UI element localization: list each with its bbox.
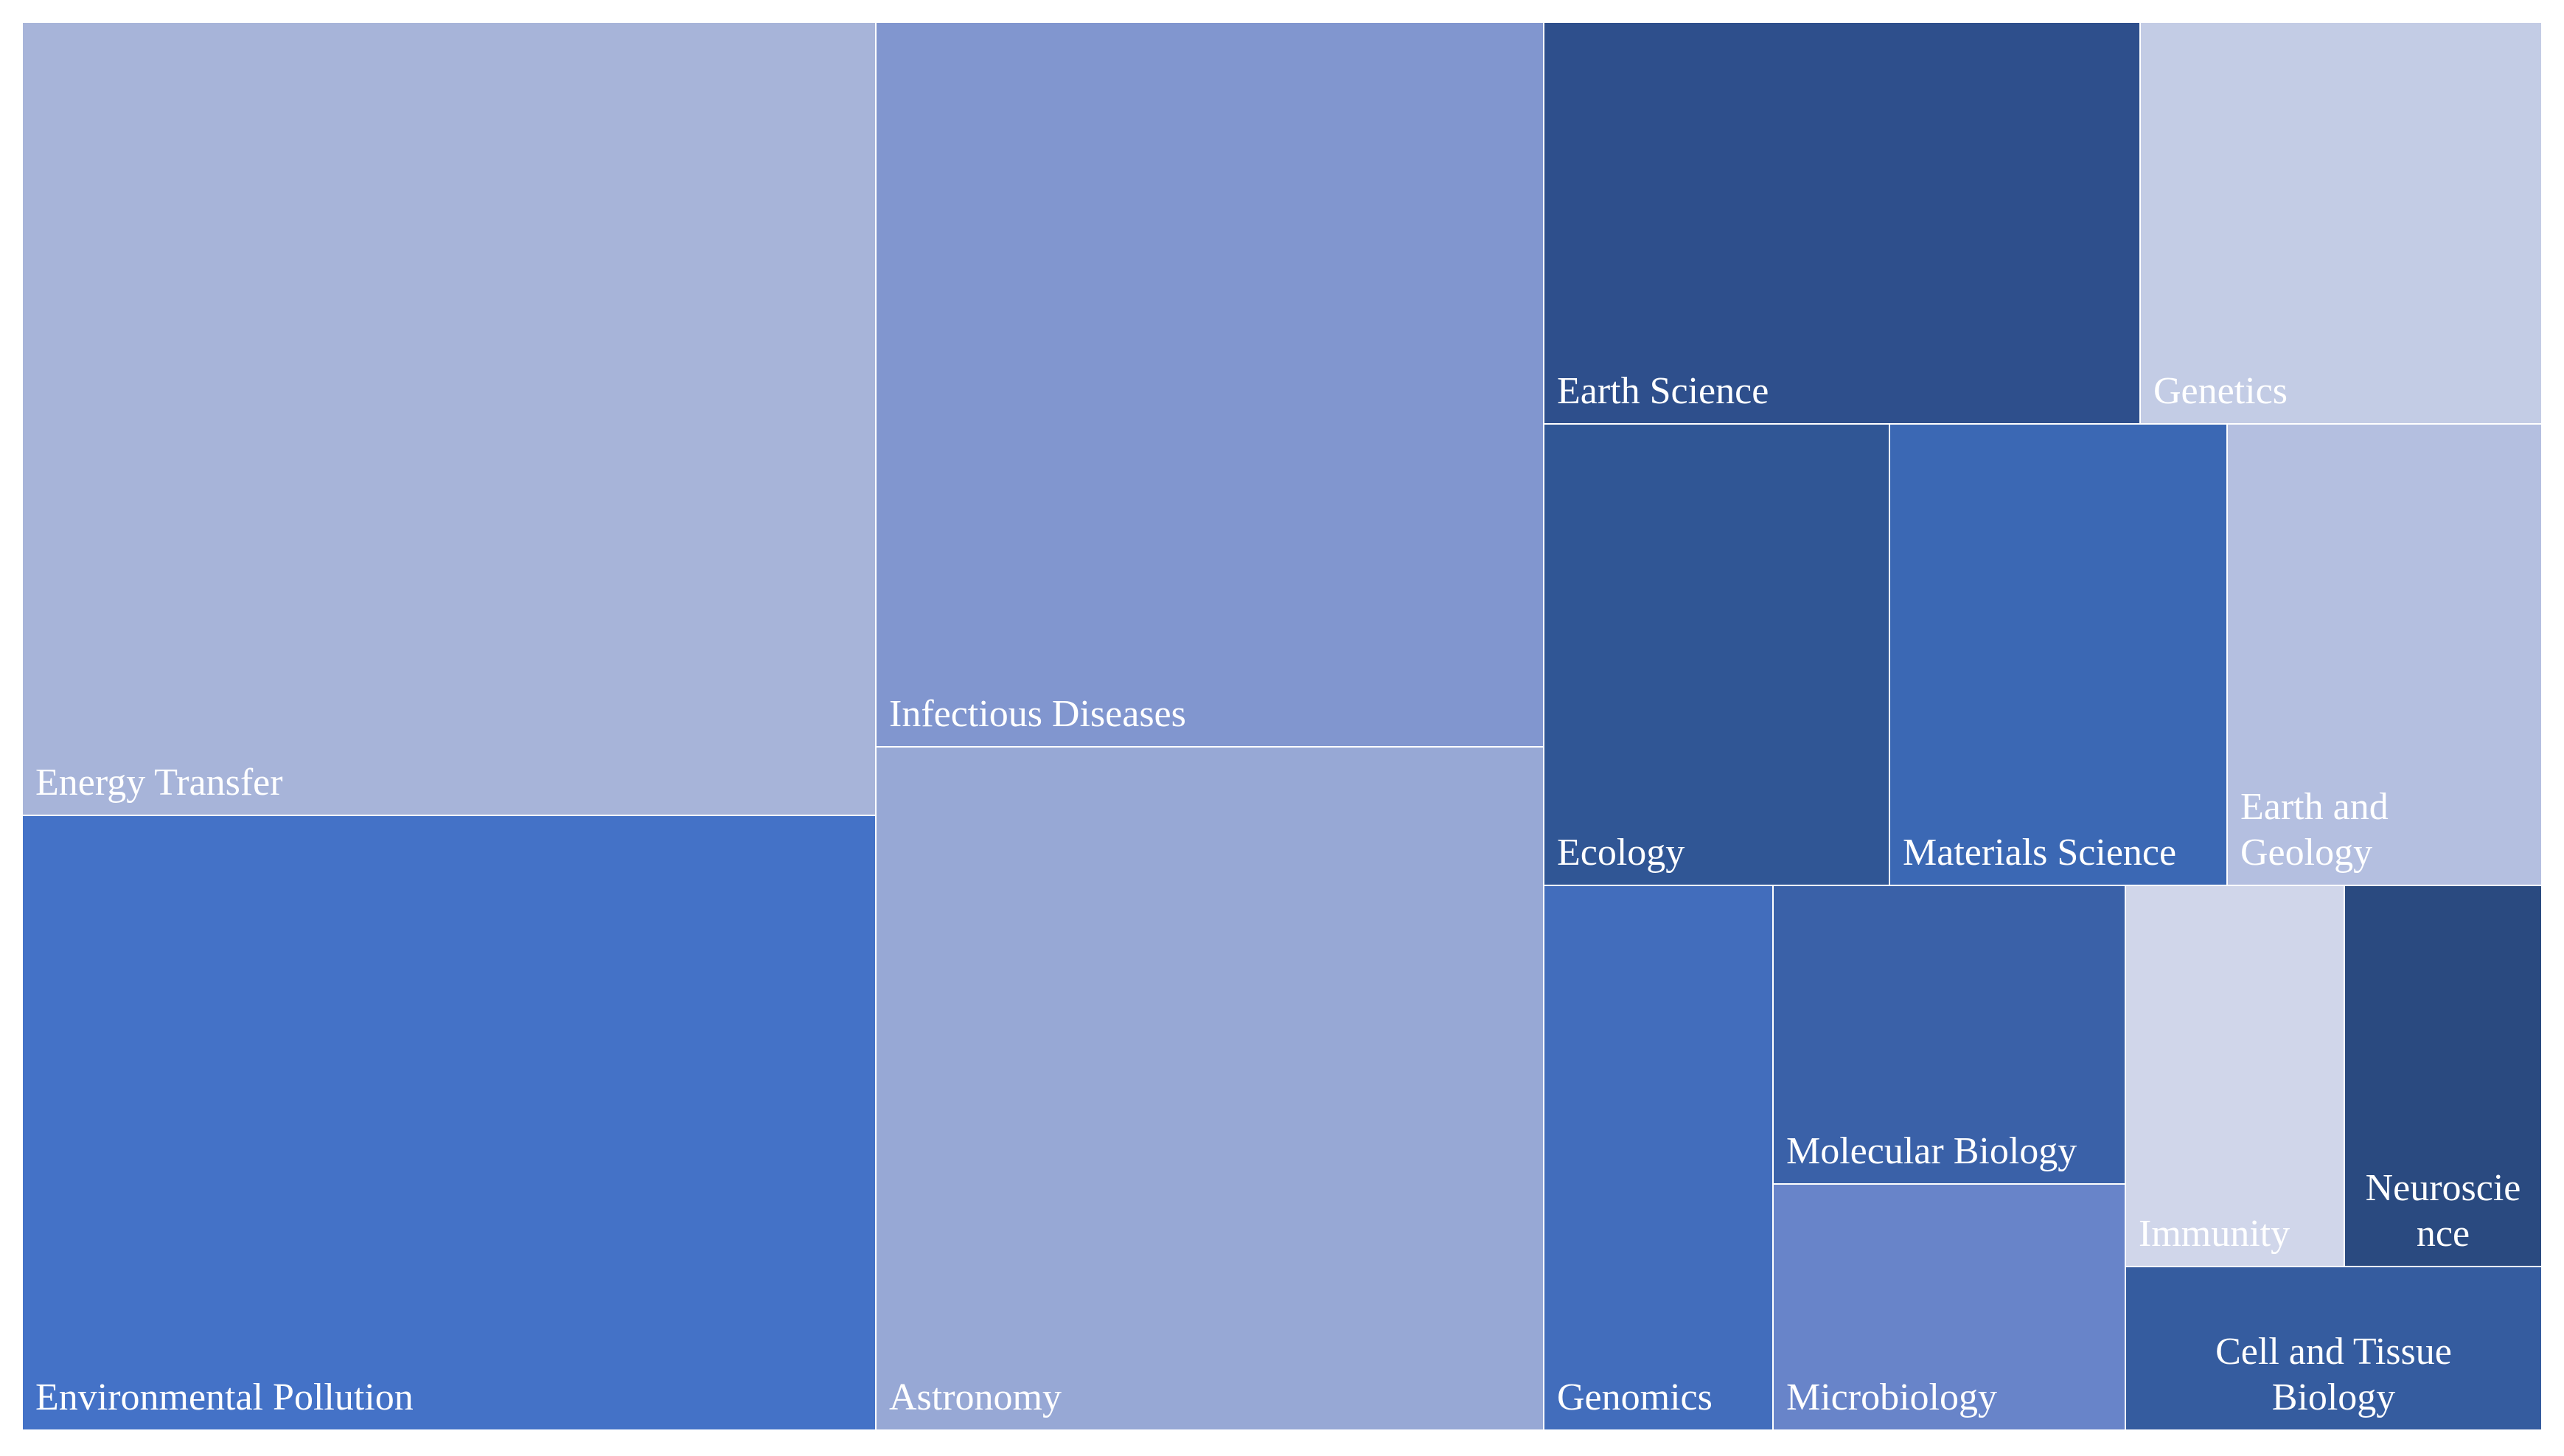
tile-rect (2226, 423, 2543, 886)
tile-rect (2125, 885, 2345, 1267)
tile-label: Ecology (1557, 832, 1685, 874)
tile-rect (1772, 885, 2126, 1185)
tile-rect (1889, 423, 2228, 886)
tile-label: Genomics (1557, 1376, 1713, 1418)
tile-label: Infectious Diseases (889, 693, 1186, 735)
tile-infectious-diseases: Infectious Diseases (875, 21, 1544, 748)
tile-label: Immunity (2139, 1213, 2290, 1255)
tile-label: Environmental Pollution (35, 1376, 414, 1418)
tile-astronomy: Astronomy (875, 746, 1544, 1431)
tile-label: Earth and (2240, 786, 2389, 828)
tile-label: Cell and Tissue (2215, 1331, 2452, 1373)
tile-genomics: Genomics (1543, 885, 1774, 1431)
tile-energy-transfer: Energy Transfer (21, 21, 877, 816)
tile-rect (21, 21, 877, 816)
tile-label: Earth Science (1557, 370, 1769, 412)
tile-label: Geology (2240, 832, 2372, 874)
tile-rect (1543, 885, 1774, 1431)
tile-label: Molecular Biology (1786, 1130, 2077, 1172)
tile-rect (2344, 885, 2543, 1267)
tile-earth-science: Earth Science (1543, 21, 2141, 425)
tile-ecology: Ecology (1543, 423, 1890, 886)
tile-rect (875, 21, 1544, 748)
tile-environmental-pollution: Environmental Pollution (21, 815, 877, 1431)
tile-rect (1543, 21, 2141, 425)
tile-materials-science: Materials Science (1889, 423, 2228, 886)
tile-immunity: Immunity (2125, 885, 2345, 1267)
tile-label: Astronomy (889, 1376, 1062, 1418)
tile-rect (2125, 1266, 2543, 1431)
tile-rect (1543, 423, 1890, 886)
tile-label: Microbiology (1786, 1376, 1997, 1418)
tile-label: Biology (2272, 1376, 2396, 1418)
tile-rect (875, 746, 1544, 1431)
tile-label: Materials Science (1903, 832, 2176, 874)
tile-rect (2139, 21, 2543, 425)
tile-molecular-biology: Molecular Biology (1772, 885, 2126, 1185)
tile-microbiology: Microbiology (1772, 1183, 2126, 1431)
tile-label: Energy Transfer (35, 762, 283, 804)
tile-rect (21, 815, 877, 1431)
tile-genetics: Genetics (2139, 21, 2543, 425)
tile-rect (1772, 1183, 2126, 1431)
tile-label: nce (2417, 1213, 2470, 1255)
tile-label: Genetics (2153, 370, 2288, 412)
tile-label: Neuroscie (2366, 1167, 2521, 1209)
